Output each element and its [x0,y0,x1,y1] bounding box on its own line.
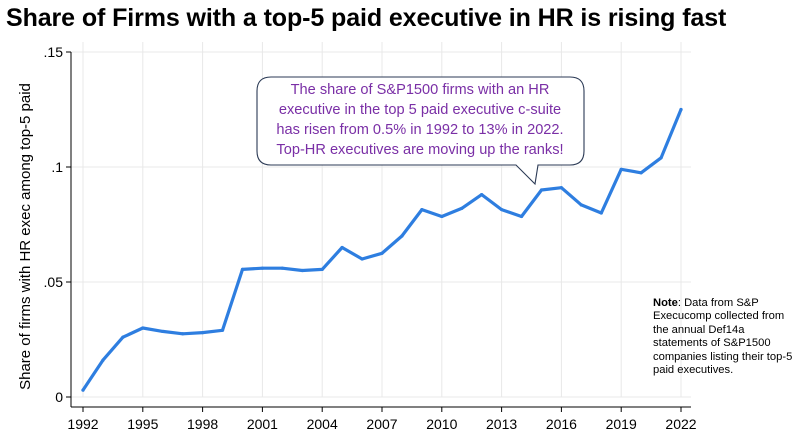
x-tick-label: 1998 [187,416,218,432]
data-point [659,156,663,160]
x-tick-label: 2022 [665,416,696,432]
data-point [121,335,125,339]
callout-line: executive in the top 5 paid executive c-… [278,102,562,118]
data-point [599,211,603,215]
note-label: Note [653,297,678,309]
axes: 0 .05 .1 .15 1992 1995 1998 2001 2004 2007 2010 201… [17,44,697,432]
data-point [400,234,404,238]
data-point [340,245,344,250]
x-tick-label: 1995 [127,416,158,432]
callout-line: Top-HR executives are moving up the rank… [276,142,564,158]
x-tick-label: 2001 [247,416,278,432]
data-point [480,193,484,197]
data-note: Note: Data from S&P Execucomp collected … [653,297,798,377]
callout-bubble [256,76,585,186]
data-point [619,167,623,171]
y-tick-label: .15 [44,44,64,60]
data-point [280,266,284,270]
data-point [220,328,225,332]
data-point [300,268,304,273]
data-point [500,207,504,212]
data-point [240,267,245,271]
data-point [141,326,145,330]
data-point [101,358,105,362]
callout-line: has risen from 0.5% in 1992 to 13% in 20… [276,122,564,138]
chart-title: Share of Firms with a top-5 paid executi… [6,4,727,32]
note-text: : Data from S&P Execucomp collected from… [653,297,793,377]
data-point [360,257,364,261]
callout-line: The share of S&P1500 firms with an HR [290,82,550,98]
data-point [201,331,205,335]
y-tick-label: .1 [51,159,63,175]
x-tick-label: 2010 [426,416,457,432]
data-point [579,203,583,207]
data-point [519,214,524,219]
data-point [440,214,444,219]
y-axis-title: Share of firms with HR exec among top-5 … [17,83,34,390]
callout-text: The share of S&P1500 firms with an HR ex… [262,80,578,160]
data-point [320,267,324,271]
x-tick-label: 2019 [606,416,637,432]
x-tick-label: 2007 [366,416,397,432]
x-tick-label: 1992 [67,416,98,432]
data-point [161,329,165,334]
data-point [559,186,564,190]
data-point [460,206,464,210]
data-point [420,207,424,212]
data-point [639,171,643,175]
x-tick-label: 2004 [307,416,338,432]
x-tick-label: 2013 [486,416,517,432]
data-point [181,332,185,336]
data-series [81,107,683,392]
y-tick-label: 0 [55,389,63,405]
data-point [679,107,683,112]
data-point [260,266,264,270]
data-point [380,251,384,255]
data-point [81,388,85,392]
data-point [539,188,544,192]
x-tick-label: 2016 [546,416,577,432]
callout-shape [256,76,585,186]
y-tick-label: .05 [44,274,64,290]
